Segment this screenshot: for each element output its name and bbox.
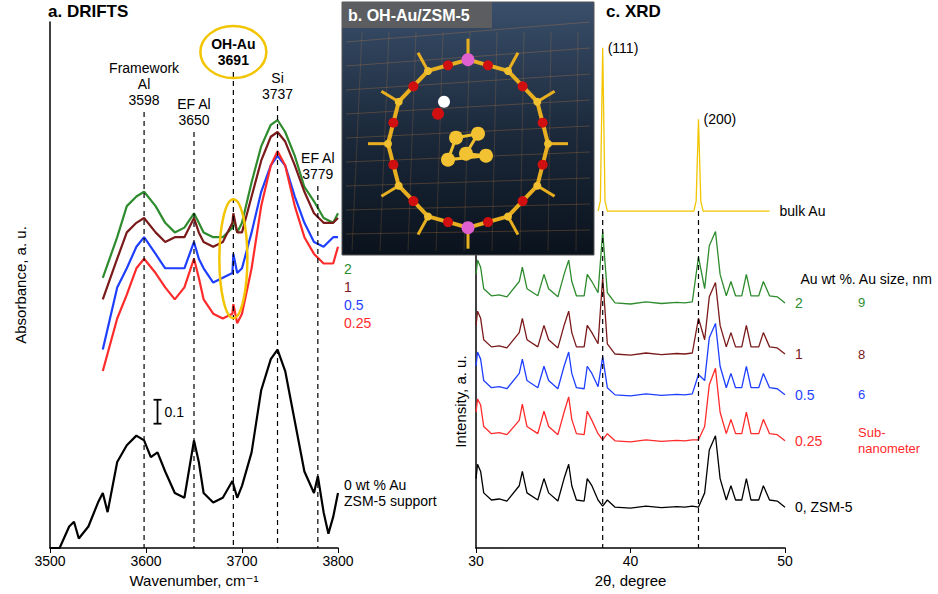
svg-text:3737: 3737: [262, 86, 293, 102]
svg-text:a. DRIFTS: a. DRIFTS: [48, 2, 128, 21]
svg-text:2: 2: [795, 295, 803, 311]
svg-text:1: 1: [795, 346, 803, 362]
svg-text:0, ZSM-5: 0, ZSM-5: [795, 499, 853, 515]
svg-text:2: 2: [344, 261, 352, 277]
svg-text:0.25: 0.25: [344, 315, 371, 331]
svg-text:3691: 3691: [218, 52, 249, 68]
svg-text:50: 50: [777, 553, 793, 569]
svg-text:3598: 3598: [129, 92, 160, 108]
svg-text:2θ, degree: 2θ, degree: [595, 572, 667, 589]
svg-text:Intensity, a. u.: Intensity, a. u.: [452, 355, 469, 447]
svg-text:Framework: Framework: [109, 60, 180, 76]
svg-text:0.1: 0.1: [165, 404, 185, 420]
svg-text:3779: 3779: [302, 166, 333, 182]
svg-text:6: 6: [858, 387, 865, 402]
svg-text:nanometer: nanometer: [858, 441, 921, 456]
svg-text:ZSM-5 support: ZSM-5 support: [344, 493, 437, 509]
svg-text:bulk Au: bulk Au: [780, 203, 826, 219]
svg-text:Au wt %. Au size, nm: Au wt %. Au size, nm: [801, 271, 933, 287]
svg-text:9: 9: [858, 295, 865, 310]
svg-text:0 wt % Au: 0 wt % Au: [344, 477, 406, 493]
svg-text:(200): (200): [703, 111, 736, 127]
svg-text:EF Al: EF Al: [177, 96, 210, 112]
svg-text:Wavenumber, cm⁻¹: Wavenumber, cm⁻¹: [129, 572, 258, 589]
svg-text:Absorbance, a. u.: Absorbance, a. u.: [12, 226, 29, 344]
svg-text:0.5: 0.5: [795, 387, 815, 403]
svg-text:0.5: 0.5: [344, 297, 364, 313]
svg-text:Al: Al: [138, 76, 150, 92]
svg-text:8: 8: [858, 347, 865, 362]
svg-text:Sub-: Sub-: [858, 425, 885, 440]
svg-text:3500: 3500: [34, 553, 65, 569]
svg-text:40: 40: [623, 553, 639, 569]
svg-text:b. OH-Au/ZSM-5: b. OH-Au/ZSM-5: [348, 7, 470, 24]
svg-text:3700: 3700: [226, 553, 257, 569]
svg-text:3650: 3650: [178, 112, 209, 128]
svg-text:1: 1: [344, 279, 352, 295]
svg-text:OH-Au: OH-Au: [211, 36, 255, 52]
svg-text:EF Al: EF Al: [301, 150, 334, 166]
svg-text:30: 30: [468, 553, 484, 569]
svg-text:c. XRD: c. XRD: [606, 2, 661, 21]
svg-text:3600: 3600: [130, 553, 161, 569]
svg-text:Si: Si: [271, 70, 283, 86]
svg-text:3800: 3800: [322, 553, 353, 569]
svg-text:0.25: 0.25: [795, 433, 822, 449]
svg-text:(111): (111): [608, 40, 639, 56]
